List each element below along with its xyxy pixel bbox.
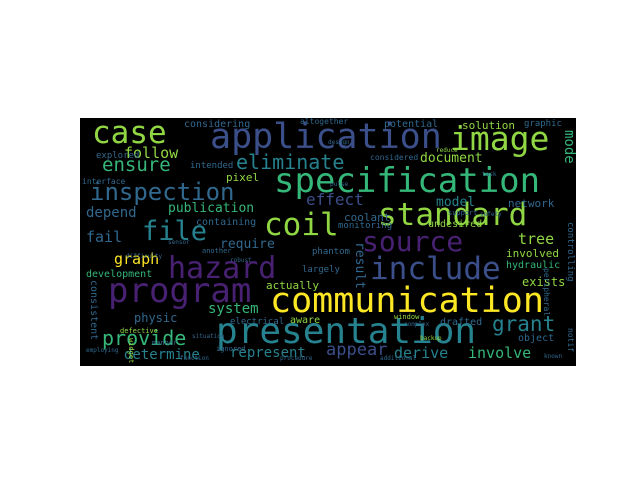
- word-considered: considered: [370, 153, 419, 162]
- word-known: known: [544, 353, 563, 360]
- word-additional: additional: [380, 355, 417, 362]
- word-drafted: drafted: [440, 317, 483, 328]
- word-considering: considering: [184, 119, 251, 130]
- word-electrical: electrical: [230, 317, 285, 327]
- word-inspection: inspection: [90, 178, 235, 206]
- word-provide: provide: [102, 326, 187, 350]
- word-employing: employing: [86, 347, 119, 354]
- word-robust: robust: [230, 257, 252, 264]
- word-communication: communication: [270, 281, 544, 321]
- word-exists: exists: [522, 275, 566, 289]
- word-altogether: altogether: [300, 118, 349, 126]
- word-physic: physic: [134, 311, 178, 325]
- word-source: source: [362, 225, 464, 258]
- word-system: system: [208, 301, 259, 317]
- word-network: network: [508, 197, 555, 210]
- word-eliminate: eliminate: [236, 150, 345, 174]
- word-tree: tree: [518, 230, 555, 248]
- word-program: program: [108, 271, 252, 311]
- word-situation: situation: [192, 333, 225, 340]
- word-largely: largely: [302, 265, 340, 275]
- word-explored: explored: [96, 151, 140, 161]
- word-object: object: [518, 333, 555, 344]
- word-potential: potential: [384, 119, 439, 130]
- word-depend: depend: [86, 205, 137, 221]
- word-require: require: [220, 237, 275, 252]
- word-peripheral: peripheral: [542, 268, 551, 317]
- word-result: result: [352, 242, 367, 289]
- word-manner: manner: [152, 339, 178, 347]
- word-appear: appear: [326, 340, 388, 360]
- word-graph: graph: [114, 250, 160, 268]
- word-file: file: [142, 216, 208, 247]
- word-coil: coil: [264, 207, 339, 243]
- word-consistent: consistent: [88, 280, 99, 341]
- word-window: window: [394, 313, 420, 321]
- word-mode: mode: [561, 130, 576, 164]
- word-development: development: [86, 269, 153, 280]
- word-containing: containing: [196, 217, 257, 228]
- word-hydraulic: hydraulic: [506, 260, 561, 271]
- word-phantom: phantom: [312, 247, 350, 257]
- word-defective: defective: [120, 327, 158, 335]
- word-represent: represent: [230, 345, 306, 361]
- word-involved: involved: [506, 247, 559, 260]
- word-procedure: procedure: [280, 355, 313, 362]
- word-widget: widget: [127, 338, 135, 364]
- word-reduce: reduce: [436, 147, 458, 154]
- word-design: design: [328, 139, 350, 146]
- word-model: model: [436, 195, 476, 210]
- word-function: function: [180, 355, 209, 362]
- word-standard: standard: [378, 197, 528, 233]
- word-determine: determine: [124, 347, 200, 363]
- word-include: include: [370, 251, 501, 287]
- word-follow: follow: [124, 144, 179, 162]
- word-interface: interface: [82, 177, 126, 186]
- word-aware: aware: [290, 315, 321, 326]
- word-ignored: ignored: [216, 345, 246, 353]
- word-intended: intended: [190, 161, 234, 171]
- word-grant: grant: [492, 312, 556, 336]
- word-complex: complex: [404, 321, 430, 328]
- word-difficulty: difficulty: [126, 253, 163, 260]
- word-coolant: coolant: [344, 211, 391, 224]
- word-case: case: [92, 118, 167, 151]
- word-image: image: [450, 119, 550, 158]
- word-derive: derive: [394, 344, 449, 362]
- word-publication: publication: [168, 201, 255, 216]
- word-notif: notif: [566, 328, 575, 353]
- word-application: application: [210, 118, 442, 157]
- word-effect: effect: [306, 190, 364, 209]
- word-hazard: hazard: [168, 251, 277, 286]
- word-document: document: [420, 151, 483, 166]
- word-backup: backup: [420, 335, 442, 342]
- word-fail: fail: [86, 228, 123, 246]
- word-pulse: pulse: [330, 181, 349, 188]
- word-undesired: undesired: [428, 219, 483, 230]
- word-presentation: presentation: [216, 311, 477, 352]
- word-another: another: [202, 247, 232, 255]
- word-solution: solution: [462, 119, 515, 132]
- word-specification: specification: [274, 161, 541, 201]
- word-ensure: ensure: [102, 154, 171, 176]
- word-support: support: [448, 209, 478, 217]
- word-cloud: communication presentation specification…: [80, 118, 576, 366]
- word-monitoring: monitoring: [338, 221, 393, 231]
- word-controlling: controlling: [565, 222, 575, 282]
- word-pixel: pixel: [226, 171, 260, 184]
- word-actually: actually: [266, 279, 319, 292]
- word-task: task: [482, 171, 497, 178]
- word-sensor: sensor: [168, 239, 190, 246]
- word-involve: involve: [468, 344, 532, 362]
- word-safety: safety: [480, 211, 502, 218]
- word-graphic: graphic: [524, 119, 562, 129]
